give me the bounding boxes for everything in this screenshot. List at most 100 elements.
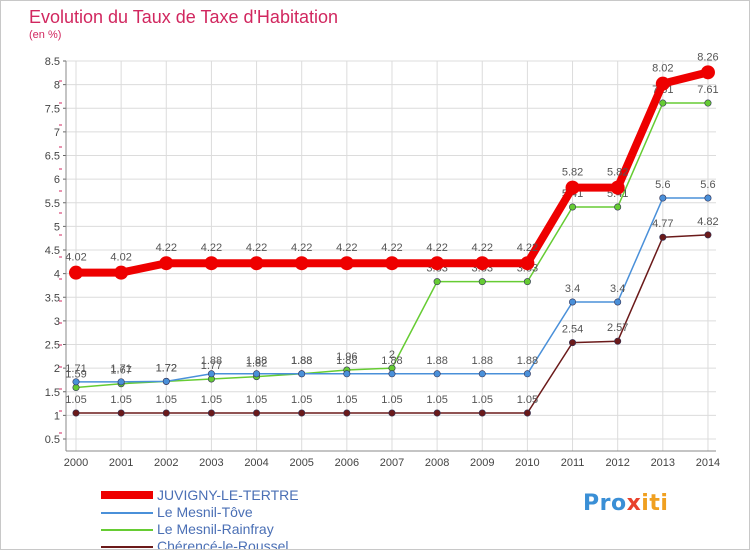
x-tick-label: 2013: [651, 457, 675, 469]
data-point: [114, 265, 129, 280]
data-label: 1.05: [426, 394, 447, 406]
data-point: [343, 409, 351, 417]
x-tick-label: 2004: [244, 457, 268, 469]
data-label: 1.88: [517, 355, 538, 367]
data-label: 1.05: [156, 394, 177, 406]
data-label: 4.82: [697, 216, 718, 228]
y-tick-label: 3: [54, 316, 60, 328]
data-point: [117, 378, 125, 386]
legend-swatch: [101, 546, 153, 548]
y-tick-label: 1.5: [45, 387, 60, 399]
data-label: 1.05: [65, 394, 86, 406]
y-tick-label: 5: [54, 221, 60, 233]
data-label: 1.05: [291, 394, 312, 406]
x-tick-label: 2009: [470, 457, 494, 469]
proxiti-logo: Proxiti: [583, 491, 668, 516]
data-label: 5.6: [655, 179, 670, 191]
data-point: [700, 65, 715, 80]
data-label: 1.88: [291, 355, 312, 367]
x-tick-label: 2002: [154, 457, 178, 469]
data-point: [72, 409, 80, 417]
data-point: [659, 233, 667, 241]
y-tick-label: 4: [54, 269, 60, 281]
data-label: 1.82: [246, 358, 267, 370]
data-point: [343, 370, 351, 378]
data-point: [117, 409, 125, 417]
data-label: 7.61: [697, 84, 718, 96]
data-point: [659, 99, 667, 107]
data-point: [569, 203, 577, 211]
data-label: 4.22: [291, 242, 312, 254]
data-point: [249, 256, 264, 271]
data-label: 4.22: [201, 242, 222, 254]
data-label: 4.22: [381, 242, 402, 254]
data-label: 1.88: [426, 355, 447, 367]
data-point: [72, 378, 80, 386]
data-label: 1.05: [472, 394, 493, 406]
data-label: 1.05: [201, 394, 222, 406]
data-label: 1.72: [156, 362, 177, 374]
x-tick-label: 2001: [109, 457, 133, 469]
x-tick-label: 2006: [335, 457, 359, 469]
data-label: 4.02: [65, 252, 86, 264]
data-point: [478, 409, 486, 417]
x-tick-label: 2010: [515, 457, 539, 469]
data-point: [204, 256, 219, 271]
data-label: 1.05: [381, 394, 402, 406]
data-label: 2.57: [607, 322, 628, 334]
data-label: 1.05: [517, 394, 538, 406]
data-label: 5.82: [607, 167, 628, 179]
data-point: [478, 278, 486, 286]
data-label: 1.05: [336, 394, 357, 406]
data-point: [659, 194, 667, 202]
data-point: [704, 194, 712, 202]
data-point: [523, 370, 531, 378]
y-tick-label: 6: [54, 174, 60, 186]
legend-label: Le Mesnil-Tôve: [157, 504, 253, 520]
logo-text-x: x: [626, 491, 642, 516]
data-point: [569, 339, 577, 347]
data-point: [207, 370, 215, 378]
data-label: 5.6: [700, 179, 715, 191]
data-label: 1.59: [65, 368, 86, 380]
data-label: 1.72: [156, 362, 177, 374]
data-label: 2: [389, 349, 395, 361]
data-point: [69, 265, 83, 280]
data-point: [433, 278, 441, 286]
data-label: 1.71: [65, 363, 86, 375]
data-point: [704, 231, 712, 239]
data-point: [162, 377, 170, 385]
data-label: 1.88: [472, 355, 493, 367]
y-tick-label: 4.5: [45, 245, 60, 257]
logo-text-iti: iti: [641, 491, 669, 516]
data-label: 1.05: [110, 394, 131, 406]
chart-title: Evolution du Taux de Taxe d'Habitation: [29, 7, 338, 27]
data-point: [253, 370, 261, 378]
series-0: 1.05 1.05 1.05 1.05 1.05 1.05 1.05 1.05 1.05 1.05…: [65, 216, 719, 417]
data-point: [478, 370, 486, 378]
data-point: [388, 370, 396, 378]
x-tick-label: 2014: [696, 457, 720, 469]
data-label: 1.88: [381, 355, 402, 367]
data-label: 1.77: [201, 360, 222, 372]
data-point: [159, 256, 174, 271]
data-point: [298, 370, 306, 378]
data-label: 4.02: [110, 252, 131, 264]
data-point: [162, 409, 170, 417]
data-label: 4.22: [472, 242, 493, 254]
data-point: [475, 256, 490, 271]
x-tick-label: 2003: [199, 457, 223, 469]
data-point: [704, 99, 712, 107]
x-tick-label: 2008: [425, 457, 449, 469]
data-label: 4.77: [652, 218, 673, 230]
y-tick-label: 6.5: [45, 151, 60, 163]
y-tick-label: 1: [54, 410, 60, 422]
legend-label: JUVIGNY-LE-TERTRE: [157, 487, 299, 503]
y-tick-label: 0.5: [45, 434, 60, 446]
legend-label: Le Mesnil-Rainfray: [157, 521, 274, 537]
data-point: [433, 370, 441, 378]
data-point: [610, 180, 625, 195]
x-tick-label: 2000: [64, 457, 88, 469]
